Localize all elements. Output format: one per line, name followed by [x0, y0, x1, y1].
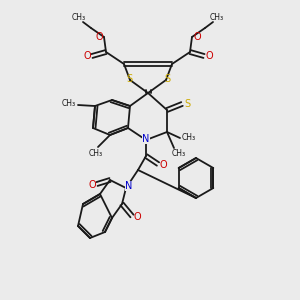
Text: N: N: [125, 181, 133, 191]
Text: S: S: [126, 74, 132, 84]
Text: CH₃: CH₃: [62, 100, 76, 109]
Text: CH₃: CH₃: [89, 149, 103, 158]
Text: O: O: [133, 212, 141, 222]
Text: N: N: [142, 134, 150, 144]
Text: CH₃: CH₃: [172, 148, 186, 158]
Text: O: O: [205, 51, 213, 61]
Text: O: O: [193, 32, 201, 42]
Text: O: O: [88, 180, 96, 190]
Text: O: O: [95, 32, 103, 42]
Text: CH₃: CH₃: [210, 14, 224, 22]
Text: O: O: [83, 51, 91, 61]
Text: CH₃: CH₃: [182, 134, 196, 142]
Text: CH₃: CH₃: [72, 14, 86, 22]
Text: S: S: [184, 99, 190, 109]
Text: O: O: [159, 160, 167, 170]
Text: S: S: [164, 74, 170, 84]
